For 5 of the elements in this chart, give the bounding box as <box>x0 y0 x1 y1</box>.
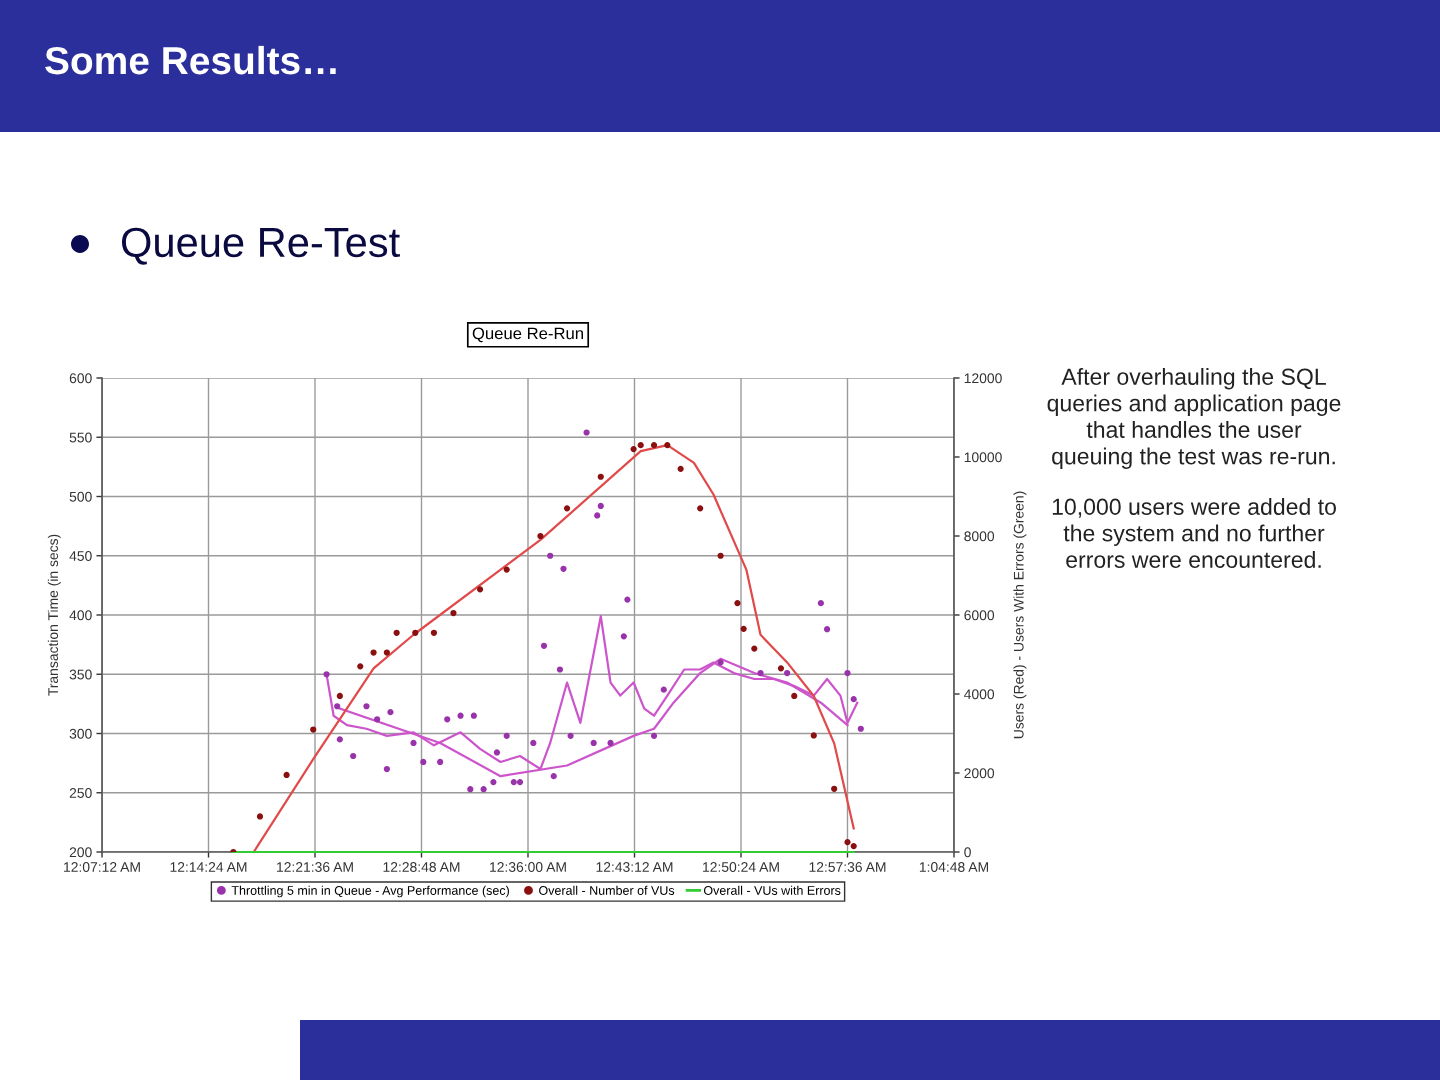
text: Queue Re-Test <box>121 227 400 265</box>
chart-title: Queue Re-Run <box>472 327 583 343</box>
text: After overhauling the SQL queries and application page that handles the user queuing the test was re-run. <box>1047 368 1341 470</box>
text: Some Results… <box>45 45 336 75</box>
text: 10,000 users were added to the system and no further errors were encountered. <box>1052 498 1336 568</box>
